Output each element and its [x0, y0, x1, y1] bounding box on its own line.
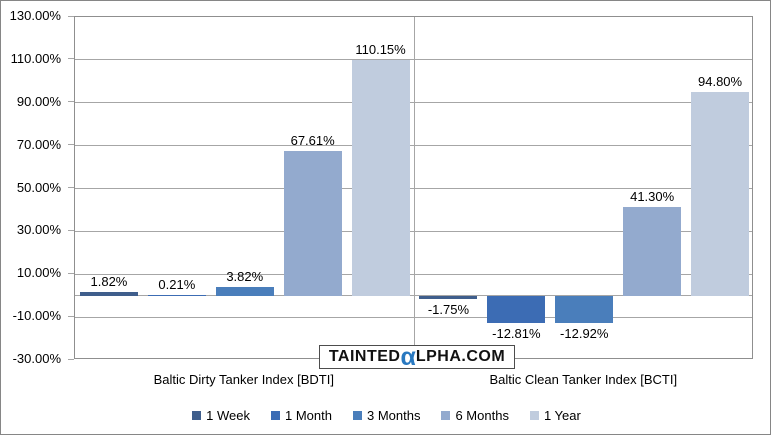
watermark-text-post: LPHA.COM [415, 348, 506, 365]
y-axis-tick-label: 10.00% [16, 265, 61, 281]
chart-legend: 1 Week 1 Month 3 Months 6 Months 1 Year [1, 404, 770, 426]
legend-swatch-icon [441, 410, 451, 420]
watermark-alpha-glyph: α [400, 343, 416, 371]
legend-swatch-icon [352, 410, 362, 420]
legend-swatch-icon [271, 410, 280, 420]
legend-label: 1 Year [543, 407, 581, 423]
legend-item-1-year: 1 Year [529, 407, 581, 423]
bar-3-months [215, 287, 274, 296]
category-label: Baltic Dirty Tanker Index [BDTI] [153, 372, 334, 387]
bar-1-year [351, 59, 410, 296]
watermark-logo: TAINTED α LPHA.COM [319, 343, 515, 371]
legend-label: 1 Week [206, 407, 250, 423]
y-axis-tick-label: 110.00% [10, 50, 61, 66]
y-axis-tick-label: 70.00% [16, 136, 61, 152]
data-label: 67.61% [290, 132, 335, 148]
y-axis-tick [68, 358, 74, 360]
y-axis-tick-label: -30.00% [12, 351, 61, 366]
bar-1-month [487, 295, 546, 324]
y-axis-tick [68, 272, 74, 274]
bar-1-month [147, 295, 206, 297]
data-label: 94.80% [698, 74, 743, 90]
y-axis-tick [68, 187, 74, 188]
category-label: Baltic Clean Tanker Index [BCTI] [489, 372, 678, 387]
zero-axis-line [75, 295, 752, 297]
plot-area: 1.82% 0.21% 3.82% 67.61% 110.15% -1.75% -12.81… [74, 16, 753, 359]
gridline [75, 316, 752, 318]
legend-swatch-icon [192, 410, 202, 420]
bar-1-year [691, 92, 750, 296]
legend-item-1-week: 1 Week [192, 408, 250, 423]
data-label: 41.30% [630, 189, 675, 205]
y-axis-tick-label: 130.00% [9, 8, 61, 23]
legend-item-3-months: 3 Months [352, 407, 421, 423]
legend-label: 3 Months [366, 407, 421, 423]
y-axis-tick [68, 229, 74, 231]
category-divider-line [414, 17, 415, 358]
y-axis-tick-label: 90.00% [16, 93, 61, 109]
data-label: 0.21% [158, 277, 196, 293]
bar-1-week [419, 295, 478, 300]
legend-item-1-month: 1 Month [271, 408, 332, 423]
data-label: -1.75% [427, 302, 470, 318]
gridline [75, 102, 752, 104]
y-axis-tick-label: 30.00% [16, 222, 61, 238]
watermark-text-pre: TAINTED [328, 348, 401, 365]
legend-label: 6 Months [455, 407, 509, 423]
legend-swatch-icon [529, 410, 539, 420]
gridline [75, 188, 752, 189]
bar-1-week [79, 291, 138, 296]
y-axis-tick-label: -10.00% [12, 308, 61, 324]
gridline [75, 145, 752, 147]
bar-6-months [283, 150, 342, 296]
y-axis-tick [68, 144, 74, 146]
gridline [75, 230, 752, 232]
y-axis-tick [68, 15, 74, 17]
bar-3-months [555, 295, 614, 324]
y-axis-tick [68, 58, 74, 60]
gridline [75, 59, 752, 61]
data-label: -12.81% [492, 326, 541, 342]
y-axis-tick-label: 50.00% [16, 179, 61, 195]
legend-label: 1 Month [285, 407, 332, 423]
data-label: 1.82% [90, 273, 128, 289]
gridline [75, 273, 752, 275]
y-axis-tick [68, 101, 74, 103]
data-label: -12.92% [560, 326, 609, 342]
bar-6-months [623, 207, 682, 296]
y-axis-tick [68, 315, 74, 317]
data-label: 110.15% [355, 41, 406, 57]
legend-item-6-months: 6 Months [441, 407, 509, 423]
data-label: 3.82% [226, 269, 264, 285]
